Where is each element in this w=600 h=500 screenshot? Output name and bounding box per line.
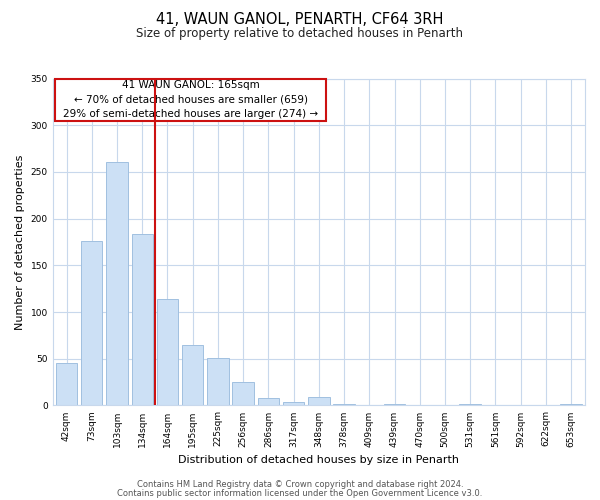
Bar [81, 241, 103, 406]
Text: Size of property relative to detached houses in Penarth: Size of property relative to detached ho… [137, 28, 464, 40]
Bar [56, 364, 77, 406]
Bar [257, 398, 279, 406]
Bar [232, 382, 254, 406]
Bar [308, 397, 329, 406]
Bar [106, 162, 128, 406]
Bar [560, 404, 582, 406]
Bar [334, 404, 355, 406]
Y-axis label: Number of detached properties: Number of detached properties [15, 154, 25, 330]
X-axis label: Distribution of detached houses by size in Penarth: Distribution of detached houses by size … [178, 455, 460, 465]
Bar [460, 404, 481, 406]
Text: 41, WAUN GANOL, PENARTH, CF64 3RH: 41, WAUN GANOL, PENARTH, CF64 3RH [157, 12, 443, 28]
Text: Contains HM Land Registry data © Crown copyright and database right 2024.: Contains HM Land Registry data © Crown c… [137, 480, 463, 489]
Text: Contains public sector information licensed under the Open Government Licence v3: Contains public sector information licen… [118, 488, 482, 498]
Bar [131, 234, 153, 406]
Bar [157, 299, 178, 406]
Text: 41 WAUN GANOL: 165sqm
← 70% of detached houses are smaller (659)
29% of semi-det: 41 WAUN GANOL: 165sqm ← 70% of detached … [63, 80, 319, 120]
Bar [283, 402, 304, 406]
Bar [207, 358, 229, 406]
FancyBboxPatch shape [55, 78, 326, 120]
Bar [182, 344, 203, 406]
Bar [384, 404, 405, 406]
